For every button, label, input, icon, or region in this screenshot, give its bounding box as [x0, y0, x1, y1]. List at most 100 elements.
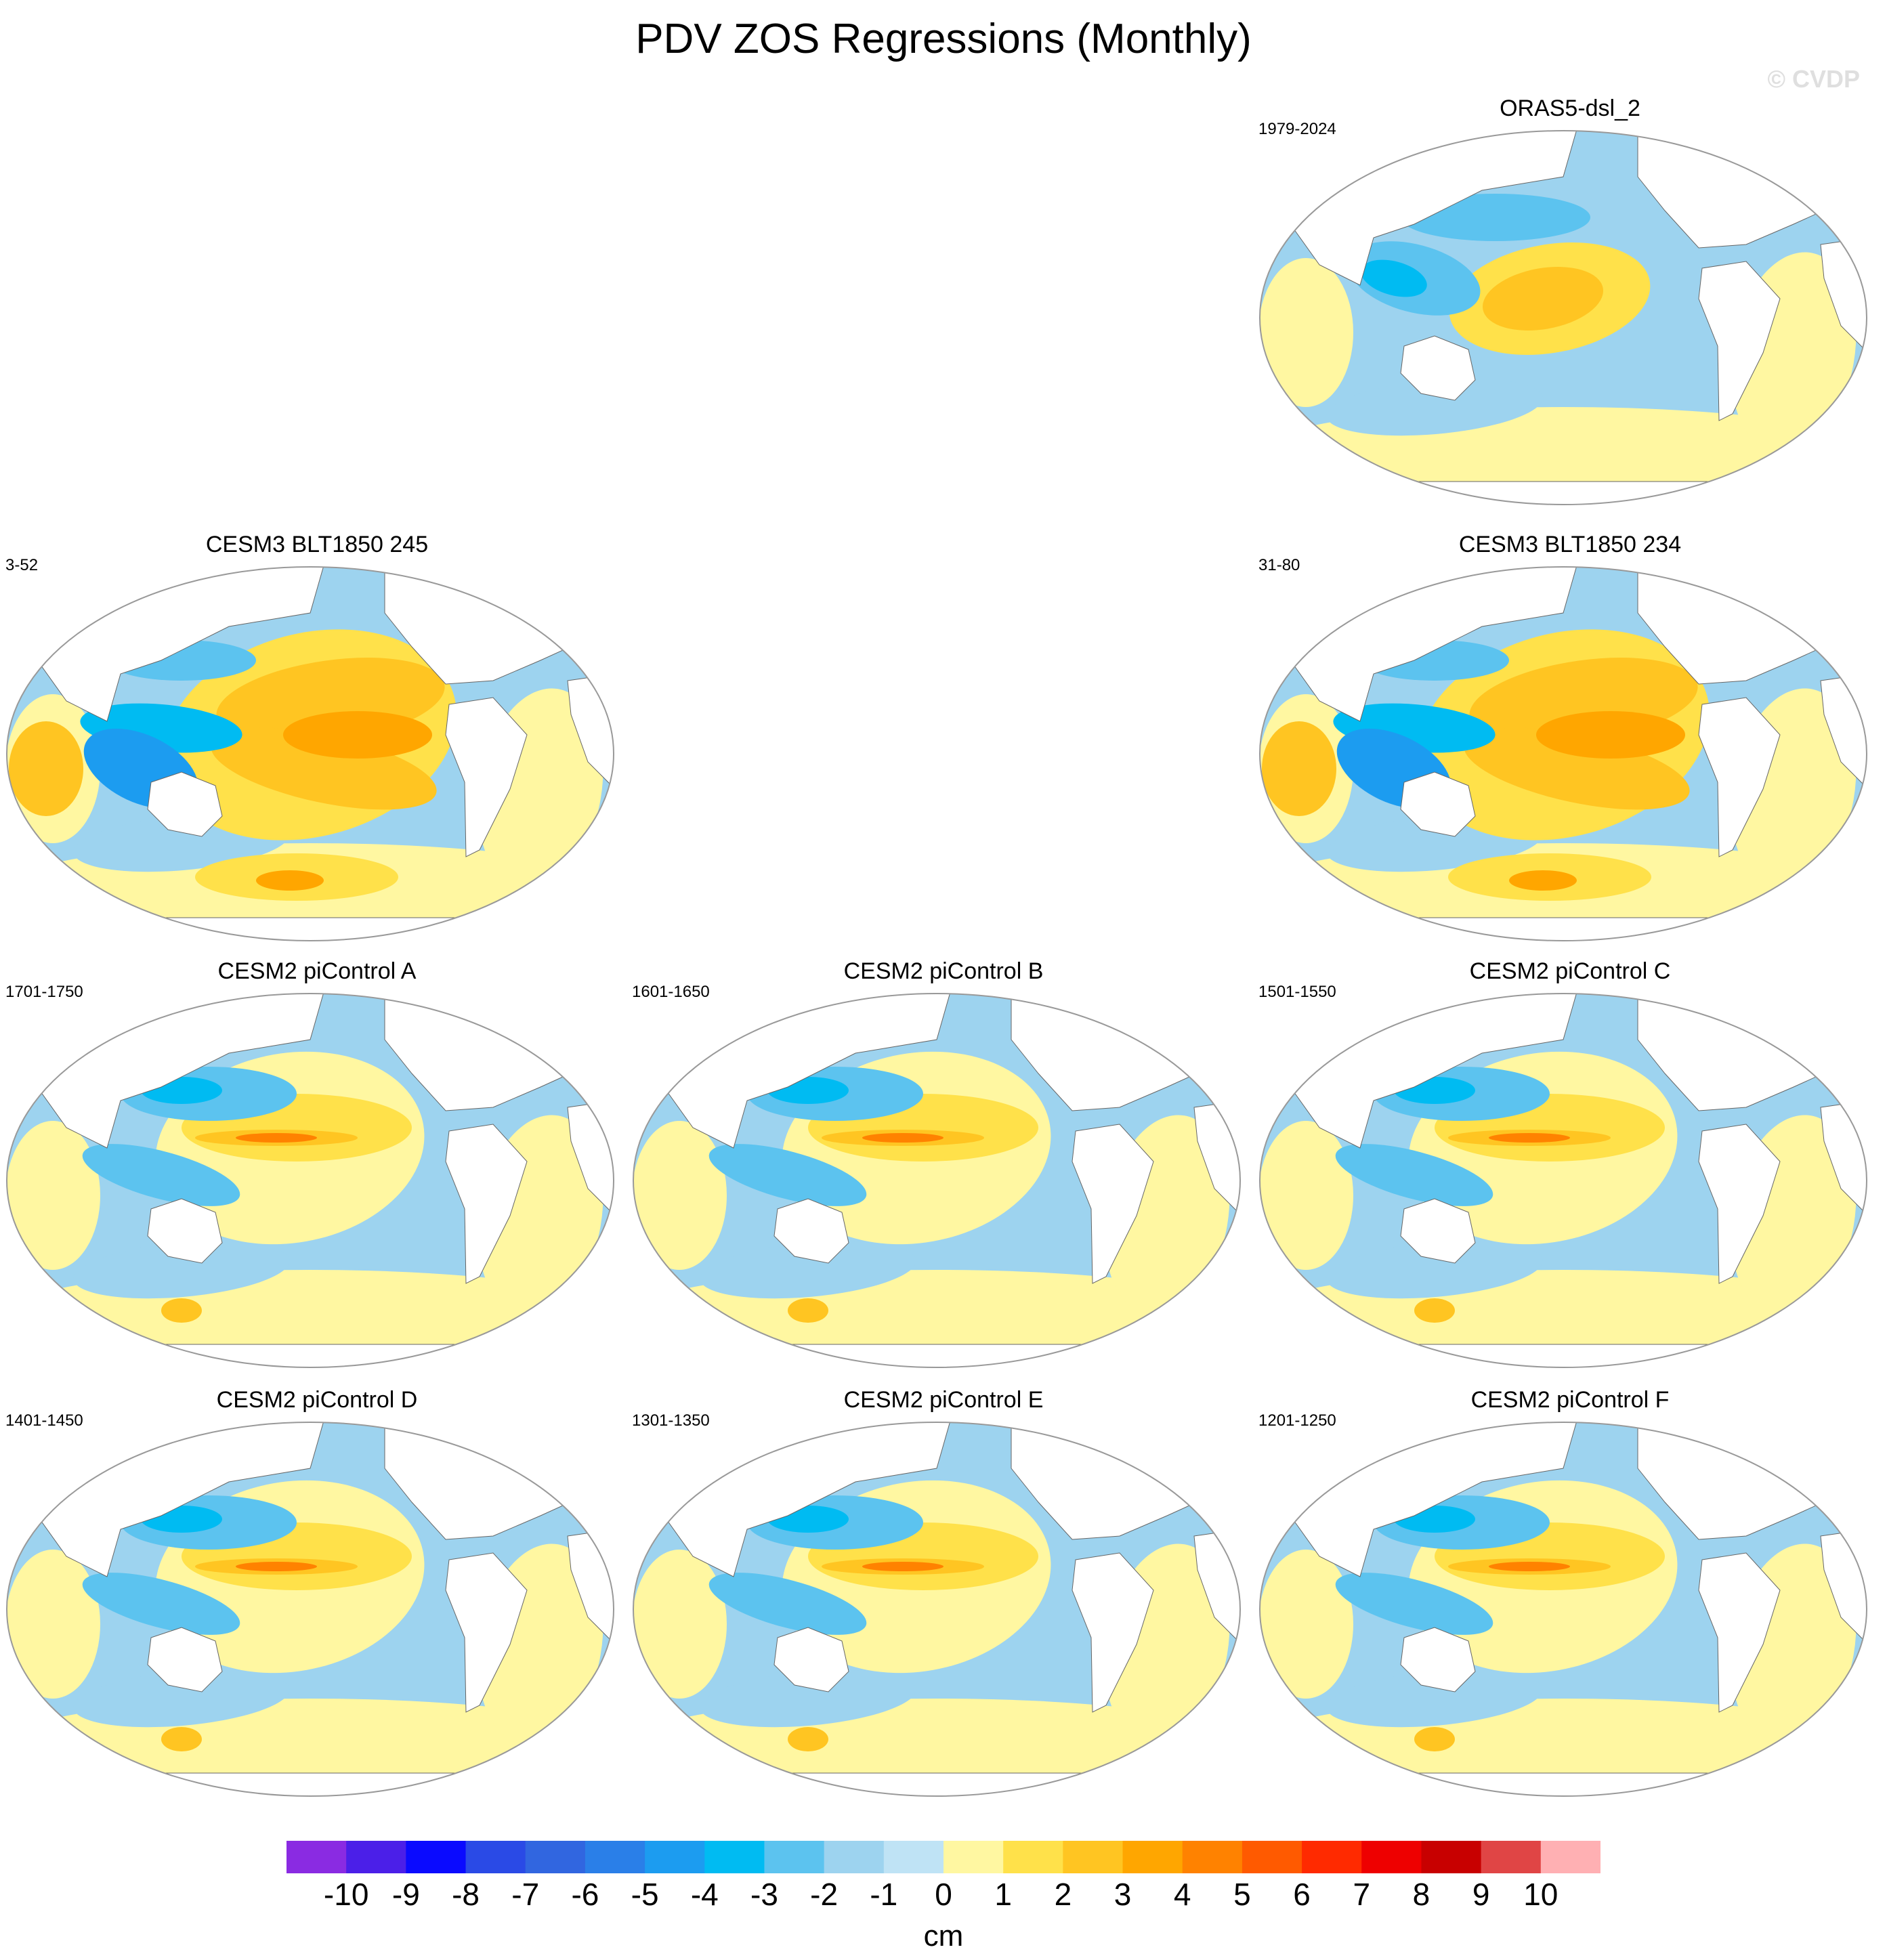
colorbar-tick-label: -6 [571, 1877, 599, 1912]
equatorial-core [236, 1562, 317, 1571]
map-0 [1259, 130, 1867, 505]
south-america-land [1698, 261, 1781, 421]
colorbar-swatch [944, 1841, 1004, 1873]
panel-cesm2-d: CESM2 piControl D 1401-1450 [5, 1387, 629, 1808]
equatorial-core [1536, 711, 1685, 759]
south-america-land [1072, 1124, 1154, 1284]
south-pacific-eddy [1414, 1298, 1455, 1323]
panel-period: 1979-2024 [1258, 120, 1336, 138]
antarctica-land [633, 1772, 1240, 1796]
south-america-land [445, 1552, 528, 1713]
panel-period: 1601-1650 [632, 983, 710, 1001]
colorbar-tick-label: -7 [511, 1877, 540, 1912]
panel-title: ORAS5-dsl_2 [1500, 95, 1640, 121]
panel-title: CESM2 piControl D [216, 1387, 418, 1413]
west-pacific-low [1335, 1573, 1493, 1635]
south-pacific-band [1326, 1241, 1543, 1299]
map-outline [6, 1422, 614, 1797]
southern-ocean-core [1509, 870, 1577, 891]
indian-ocean-patch [1260, 258, 1353, 407]
colorbar-swatch [1421, 1841, 1482, 1873]
map-outline [1259, 1422, 1867, 1797]
antarctica-land [7, 1344, 614, 1367]
equatorial-core [1489, 1562, 1570, 1571]
colorbar-tick-label: 9 [1472, 1877, 1490, 1912]
south-pacific-eddy [161, 1727, 202, 1751]
south-pacific-band [1326, 378, 1543, 436]
map-1 [6, 566, 614, 941]
south-pacific-eddy [1414, 1727, 1455, 1751]
map-5 [1259, 993, 1867, 1368]
map-2 [1259, 566, 1867, 941]
panel-title: CESM2 piControl F [1470, 1387, 1670, 1413]
colorbar-tick-label: -1 [870, 1877, 898, 1912]
west-pacific-low [82, 1144, 240, 1206]
colorbar-swatch [287, 1841, 347, 1873]
panel-period: 31-80 [1258, 556, 1300, 574]
panel-period: 3-52 [5, 556, 39, 574]
colorbar-tick-label: 2 [1054, 1877, 1072, 1912]
australia-land [1400, 335, 1476, 401]
colorbar [287, 1841, 1600, 1873]
antarctica-land [1260, 917, 1867, 941]
australia-land [1400, 771, 1476, 837]
colorbar-swatch [1481, 1841, 1542, 1873]
colorbar-tick-label: 0 [935, 1877, 952, 1912]
south-pacific-band [73, 1669, 290, 1728]
equatorial-core [862, 1133, 944, 1143]
equatorial-core [862, 1562, 944, 1571]
south-america-land [1698, 1552, 1781, 1713]
colorbar-tick-label: 7 [1353, 1877, 1371, 1912]
map-3 [6, 993, 614, 1368]
colorbar-swatch [1063, 1841, 1124, 1873]
map-outline [633, 1422, 1241, 1797]
australia-land [147, 1198, 223, 1264]
colorbar-tick-label: 6 [1293, 1877, 1311, 1912]
map-outline [633, 993, 1241, 1368]
map-outline [6, 993, 614, 1368]
south-pacific-band [700, 1669, 916, 1728]
panel-title: CESM2 piControl C [1469, 958, 1671, 984]
south-america-land [1698, 1124, 1781, 1284]
panel-period: 1501-1550 [1258, 983, 1336, 1001]
indian-ocean-high [9, 721, 83, 816]
south-pacific-eddy [788, 1298, 828, 1323]
south-pacific-band [73, 1241, 290, 1299]
west-pacific-low [708, 1144, 867, 1206]
map-8 [1259, 1422, 1867, 1797]
colorbar-swatch [883, 1841, 944, 1873]
south-america-land [1072, 1552, 1154, 1713]
australia-land [773, 1198, 849, 1264]
south-pacific-high [211, 727, 437, 810]
colorbar-tick-label: -8 [452, 1877, 480, 1912]
colorbar-swatch [1302, 1841, 1362, 1873]
colorbar-swatch [824, 1841, 885, 1873]
colorbar-units: cm [923, 1919, 964, 1953]
colorbar-swatch [1361, 1841, 1422, 1873]
equatorial-core [283, 711, 432, 759]
map-4 [633, 993, 1241, 1368]
panel-cesm2-a: CESM2 piControl A 1701-1750 [5, 958, 629, 1380]
colorbar-tick-label: 4 [1173, 1877, 1191, 1912]
colorbar-swatch [406, 1841, 467, 1873]
panel-title: CESM2 piControl E [843, 1387, 1044, 1413]
south-pacific-band [1326, 1669, 1543, 1728]
panel-title: CESM2 piControl A [217, 958, 417, 984]
colorbar-swatch [1122, 1841, 1183, 1873]
south-pacific-eddy [161, 1298, 202, 1323]
panel-cesm3-245: CESM3 BLT1850 245 3-52 [5, 532, 629, 953]
figure-title: PDV ZOS Regressions (Monthly) [635, 16, 1252, 62]
colorbar-tick-label: 8 [1412, 1877, 1430, 1912]
indian-ocean-patch [7, 1550, 100, 1699]
panel-period: 1401-1450 [5, 1411, 83, 1430]
antarctica-land [7, 917, 614, 941]
indian-ocean-patch [7, 1121, 100, 1270]
colorbar-tick-label: -2 [810, 1877, 839, 1912]
colorbar-swatch [525, 1841, 586, 1873]
colorbar-swatch [645, 1841, 705, 1873]
antarctica-land [1260, 1344, 1867, 1367]
panel-oras5: ORAS5-dsl_2 1979-2024 [1258, 95, 1882, 517]
west-pacific-low [708, 1573, 867, 1635]
panel-cesm2-e: CESM2 piControl E 1301-1350 [632, 1387, 1255, 1808]
equatorial-core [1489, 1133, 1570, 1143]
